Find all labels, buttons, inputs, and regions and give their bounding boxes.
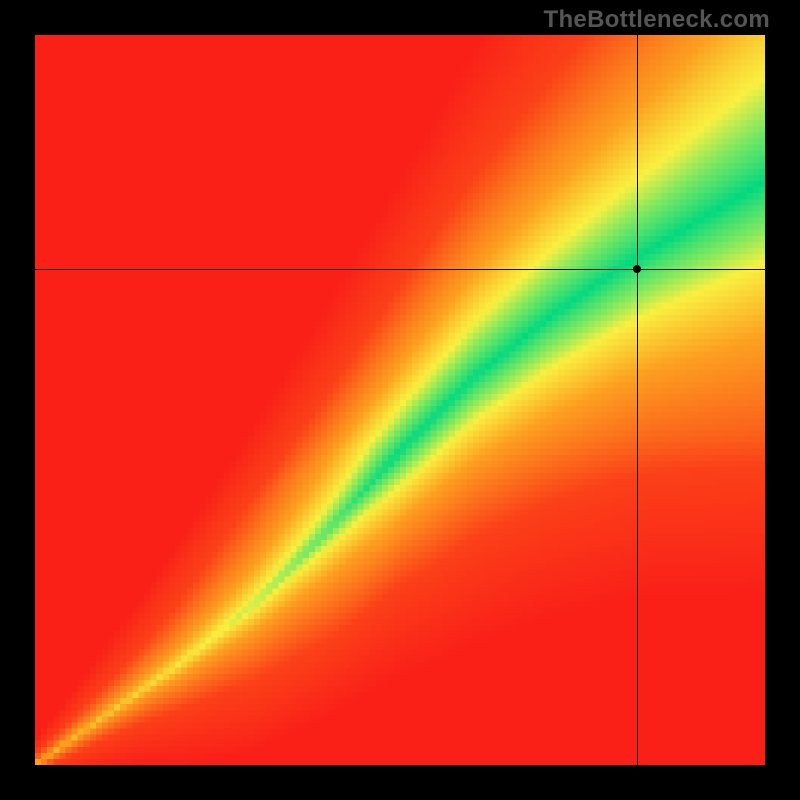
bottleneck-heatmap	[35, 35, 765, 765]
plot-area	[35, 35, 765, 765]
watermark-text: TheBottleneck.com	[544, 6, 770, 34]
crosshair-horizontal	[35, 269, 765, 270]
crosshair-vertical	[637, 35, 638, 765]
crosshair-marker	[633, 265, 641, 273]
chart-container: TheBottleneck.com	[0, 0, 800, 800]
